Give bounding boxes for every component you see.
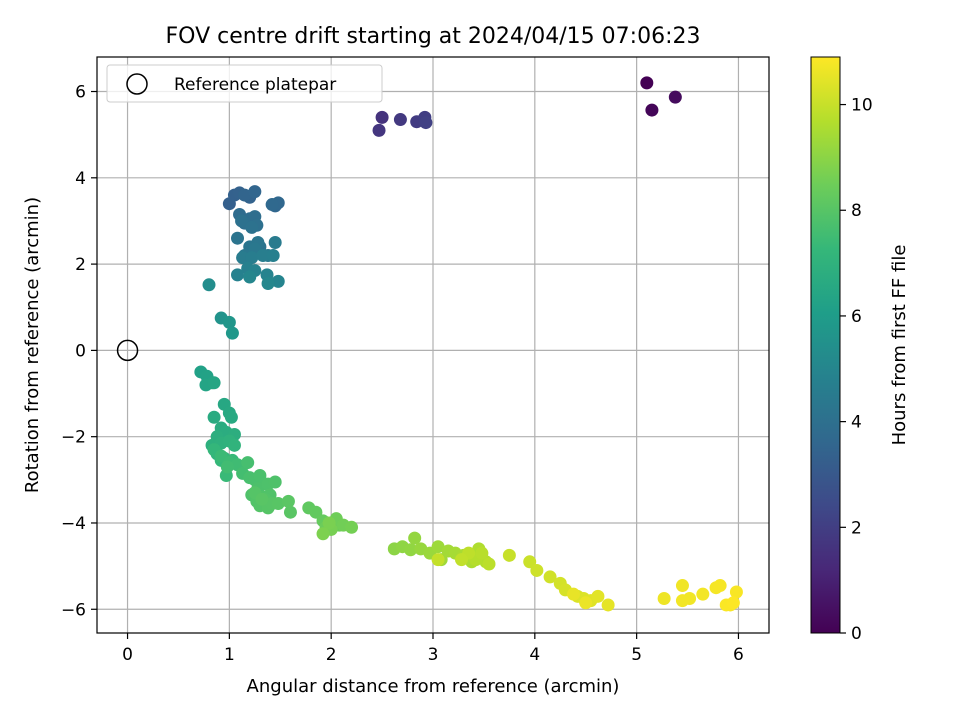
data-point [231,231,245,245]
y-tick-label: 2 [75,255,86,275]
data-point [281,494,295,508]
data-point [431,553,445,567]
data-point [322,516,336,530]
data-point [567,587,581,601]
data-point [243,270,257,284]
legend-entry: Reference platepar [174,75,336,95]
x-ticks: 0 1 2 3 4 5 6 [122,633,744,665]
data-point [268,475,282,489]
data-point [475,546,489,560]
data-point [713,579,727,593]
colorbar-ticks: 0 2 4 6 8 10 [840,96,873,644]
colorbar-tick-label: 10 [851,96,873,116]
x-tick-label: 3 [428,645,439,665]
y-tick-label: 4 [75,169,86,189]
grid [97,57,769,633]
data-point [220,460,234,474]
data-point [283,505,297,519]
chart-title: FOV centre drift starting at 2024/04/15 … [166,24,701,49]
data-point [645,103,659,117]
data-point [579,596,593,610]
y-ticks: −6 −4 −2 0 2 4 6 [61,83,97,620]
data-point [455,553,469,567]
data-point [726,596,740,610]
data-point [530,563,544,577]
x-tick-label: 2 [326,645,337,665]
data-point [404,543,418,557]
data-point [231,268,245,282]
y-tick-label: 6 [75,83,86,103]
data-point [268,236,282,250]
data-point [222,315,236,329]
data-points [194,76,743,612]
x-tick-label: 6 [733,645,744,665]
x-tick-label: 1 [224,645,235,665]
data-point [236,251,250,265]
data-point [207,410,221,424]
legend-marker [126,73,148,95]
data-point [675,594,689,608]
data-point [375,110,389,124]
x-tick-label: 5 [631,645,642,665]
data-point [482,557,496,571]
data-point [408,531,422,545]
data-point [238,188,252,202]
data-point [309,505,323,519]
data-point [256,248,270,262]
colorbar-label: Hours from first FF file [889,245,910,446]
y-tick-label: −6 [61,600,86,620]
data-point [225,326,239,340]
data-point [245,220,259,234]
reference-point-marker [116,339,139,362]
data-point [224,410,238,424]
data-point [266,248,280,262]
y-tick-label: 0 [75,341,86,361]
colorbar [810,56,841,634]
colorbar-tick-label: 6 [851,307,862,327]
data-point [248,185,262,199]
data-point [265,198,279,212]
data-point [261,277,275,291]
data-point [543,570,557,584]
data-point [241,456,255,470]
data-point [668,90,682,104]
data-point [345,520,359,534]
data-point [271,274,285,288]
data-point [675,579,689,593]
data-point [591,589,605,603]
y-axis-label: Rotation from reference (arcmin) [22,197,43,493]
data-point [202,278,216,292]
legend: Reference platepar [106,64,383,103]
data-point [601,598,615,612]
colorbar-tick-label: 2 [851,518,862,538]
colorbar-tick-label: 8 [851,201,862,221]
data-point [640,76,654,90]
x-axis-label: Angular distance from reference (arcmin) [247,676,620,697]
data-point [316,527,330,541]
x-tick-label: 4 [529,645,540,665]
legend-box [106,64,383,103]
y-tick-label: −4 [61,514,86,534]
data-point [523,555,537,569]
data-point [255,492,269,506]
colorbar-tick-label: 0 [851,624,862,644]
data-point [372,123,386,137]
data-point [696,587,710,601]
data-point [657,591,671,605]
data-point [227,438,241,452]
data-point [245,251,259,265]
data-point [502,548,516,562]
colorbar-tick-label: 4 [851,413,862,433]
x-tick-label: 0 [122,645,133,665]
data-point [393,113,407,127]
data-point [729,585,743,599]
data-point [271,497,285,511]
y-tick-label: −2 [61,428,86,448]
data-point [431,540,445,554]
data-point [419,116,433,130]
data-point [235,214,249,228]
data-point [207,376,221,390]
